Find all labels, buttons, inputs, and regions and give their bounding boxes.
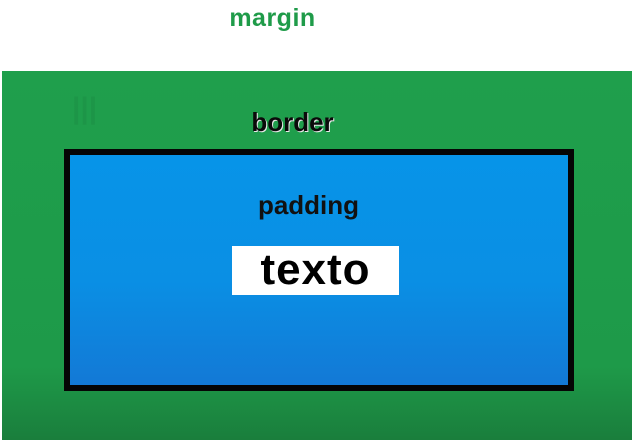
content-text: texto [260,244,371,294]
border-label: border [251,107,334,137]
padding-label: padding [257,190,360,220]
margin-label: margin [229,4,316,32]
faint-watermark-glyph: ||| [72,92,98,125]
border-box: padding texto [64,149,574,391]
content-box: texto [232,246,399,295]
